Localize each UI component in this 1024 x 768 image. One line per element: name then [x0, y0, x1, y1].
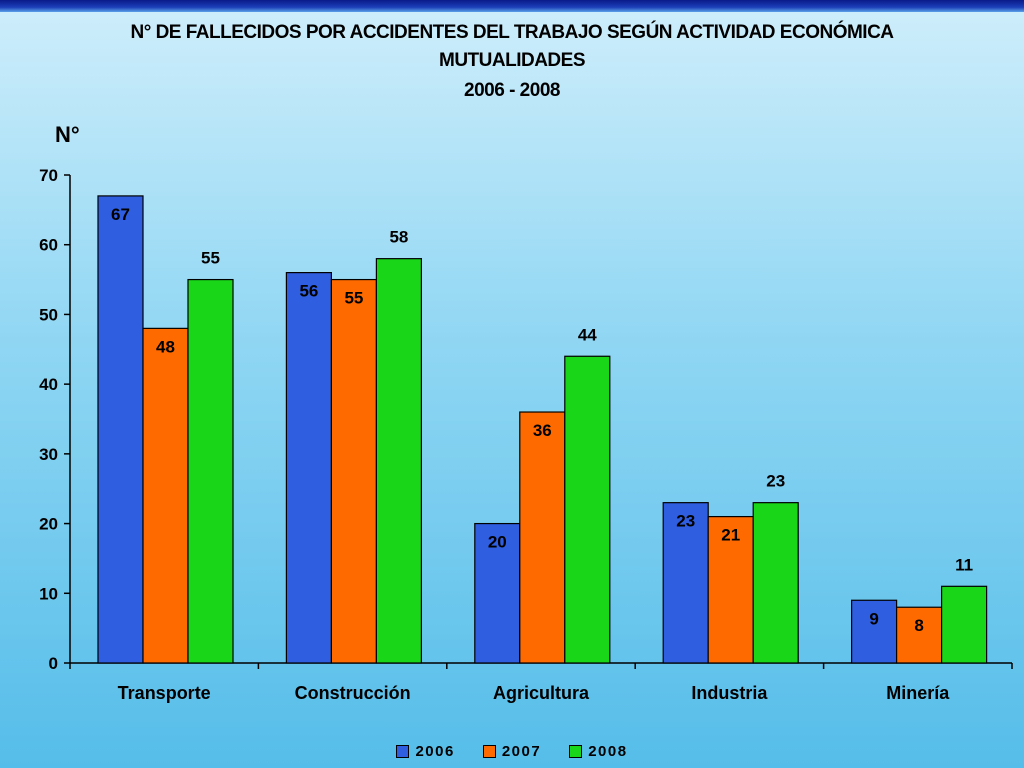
bar-2007: [330, 278, 377, 664]
data-label: 55: [344, 289, 363, 308]
chart-title: N° DE FALLECIDOS POR ACCIDENTES DEL TRAB…: [130, 22, 894, 43]
data-label: 23: [676, 512, 695, 531]
data-label: 8: [914, 616, 923, 635]
bar-2008: [564, 355, 611, 664]
x-tick-label: Minería: [886, 683, 950, 703]
y-tick-label: 30: [39, 445, 58, 464]
y-tick-label: 40: [39, 375, 58, 394]
legend-label: 2008: [588, 743, 628, 760]
y-tick-label: 50: [39, 305, 58, 324]
legend-item-2007: 2007: [482, 743, 542, 760]
top-band: [0, 0, 1024, 12]
data-label: 23: [766, 472, 785, 491]
y-tick-label: 60: [39, 236, 58, 255]
x-tick-label: Construcción: [295, 683, 411, 703]
data-label: 20: [488, 533, 507, 552]
data-label: 44: [578, 325, 597, 344]
data-label: 36: [533, 421, 552, 440]
bar-2006: [850, 599, 898, 664]
bar-2008: [187, 278, 234, 664]
legend-item-2006: 2006: [396, 743, 454, 760]
legend-item-2008: 2008: [569, 743, 627, 760]
data-label: 56: [299, 282, 318, 301]
data-label: 67: [111, 205, 130, 224]
data-label: 58: [389, 228, 408, 247]
legend-swatch: [396, 745, 410, 758]
legend: 2006 2007 2008: [0, 743, 1024, 760]
bar-2007: [519, 411, 566, 664]
legend-label: 2006: [415, 743, 455, 760]
y-axis-label: N°: [55, 122, 80, 147]
bar-2008: [375, 258, 422, 664]
chart-subtitle-2: 2006 - 2008: [464, 80, 560, 101]
data-label: 11: [955, 555, 973, 574]
y-tick-label: 0: [49, 654, 58, 673]
legend-label: 2007: [501, 743, 542, 760]
bar-2008: [752, 502, 799, 664]
bar-2006: [474, 522, 521, 664]
data-label: 9: [869, 609, 878, 628]
y-tick-label: 70: [39, 166, 58, 185]
bar-2006: [97, 195, 144, 664]
y-tick-label: 10: [39, 584, 58, 603]
bar-2007: [895, 606, 943, 664]
legend-swatch: [482, 745, 496, 758]
x-tick-label: Transporte: [118, 683, 211, 703]
bar-2007: [142, 327, 189, 664]
data-label: 48: [156, 337, 175, 356]
bar-2008: [940, 585, 988, 664]
y-tick-label: 20: [39, 515, 58, 534]
bar-2006: [285, 272, 332, 664]
chart-subtitle-1: MUTUALIDADES: [439, 50, 586, 71]
legend-swatch: [569, 745, 583, 758]
x-tick-label: Industria: [691, 683, 768, 703]
data-label: 21: [721, 526, 740, 545]
data-label: 55: [201, 249, 220, 268]
x-tick-label: Agricultura: [493, 683, 590, 703]
